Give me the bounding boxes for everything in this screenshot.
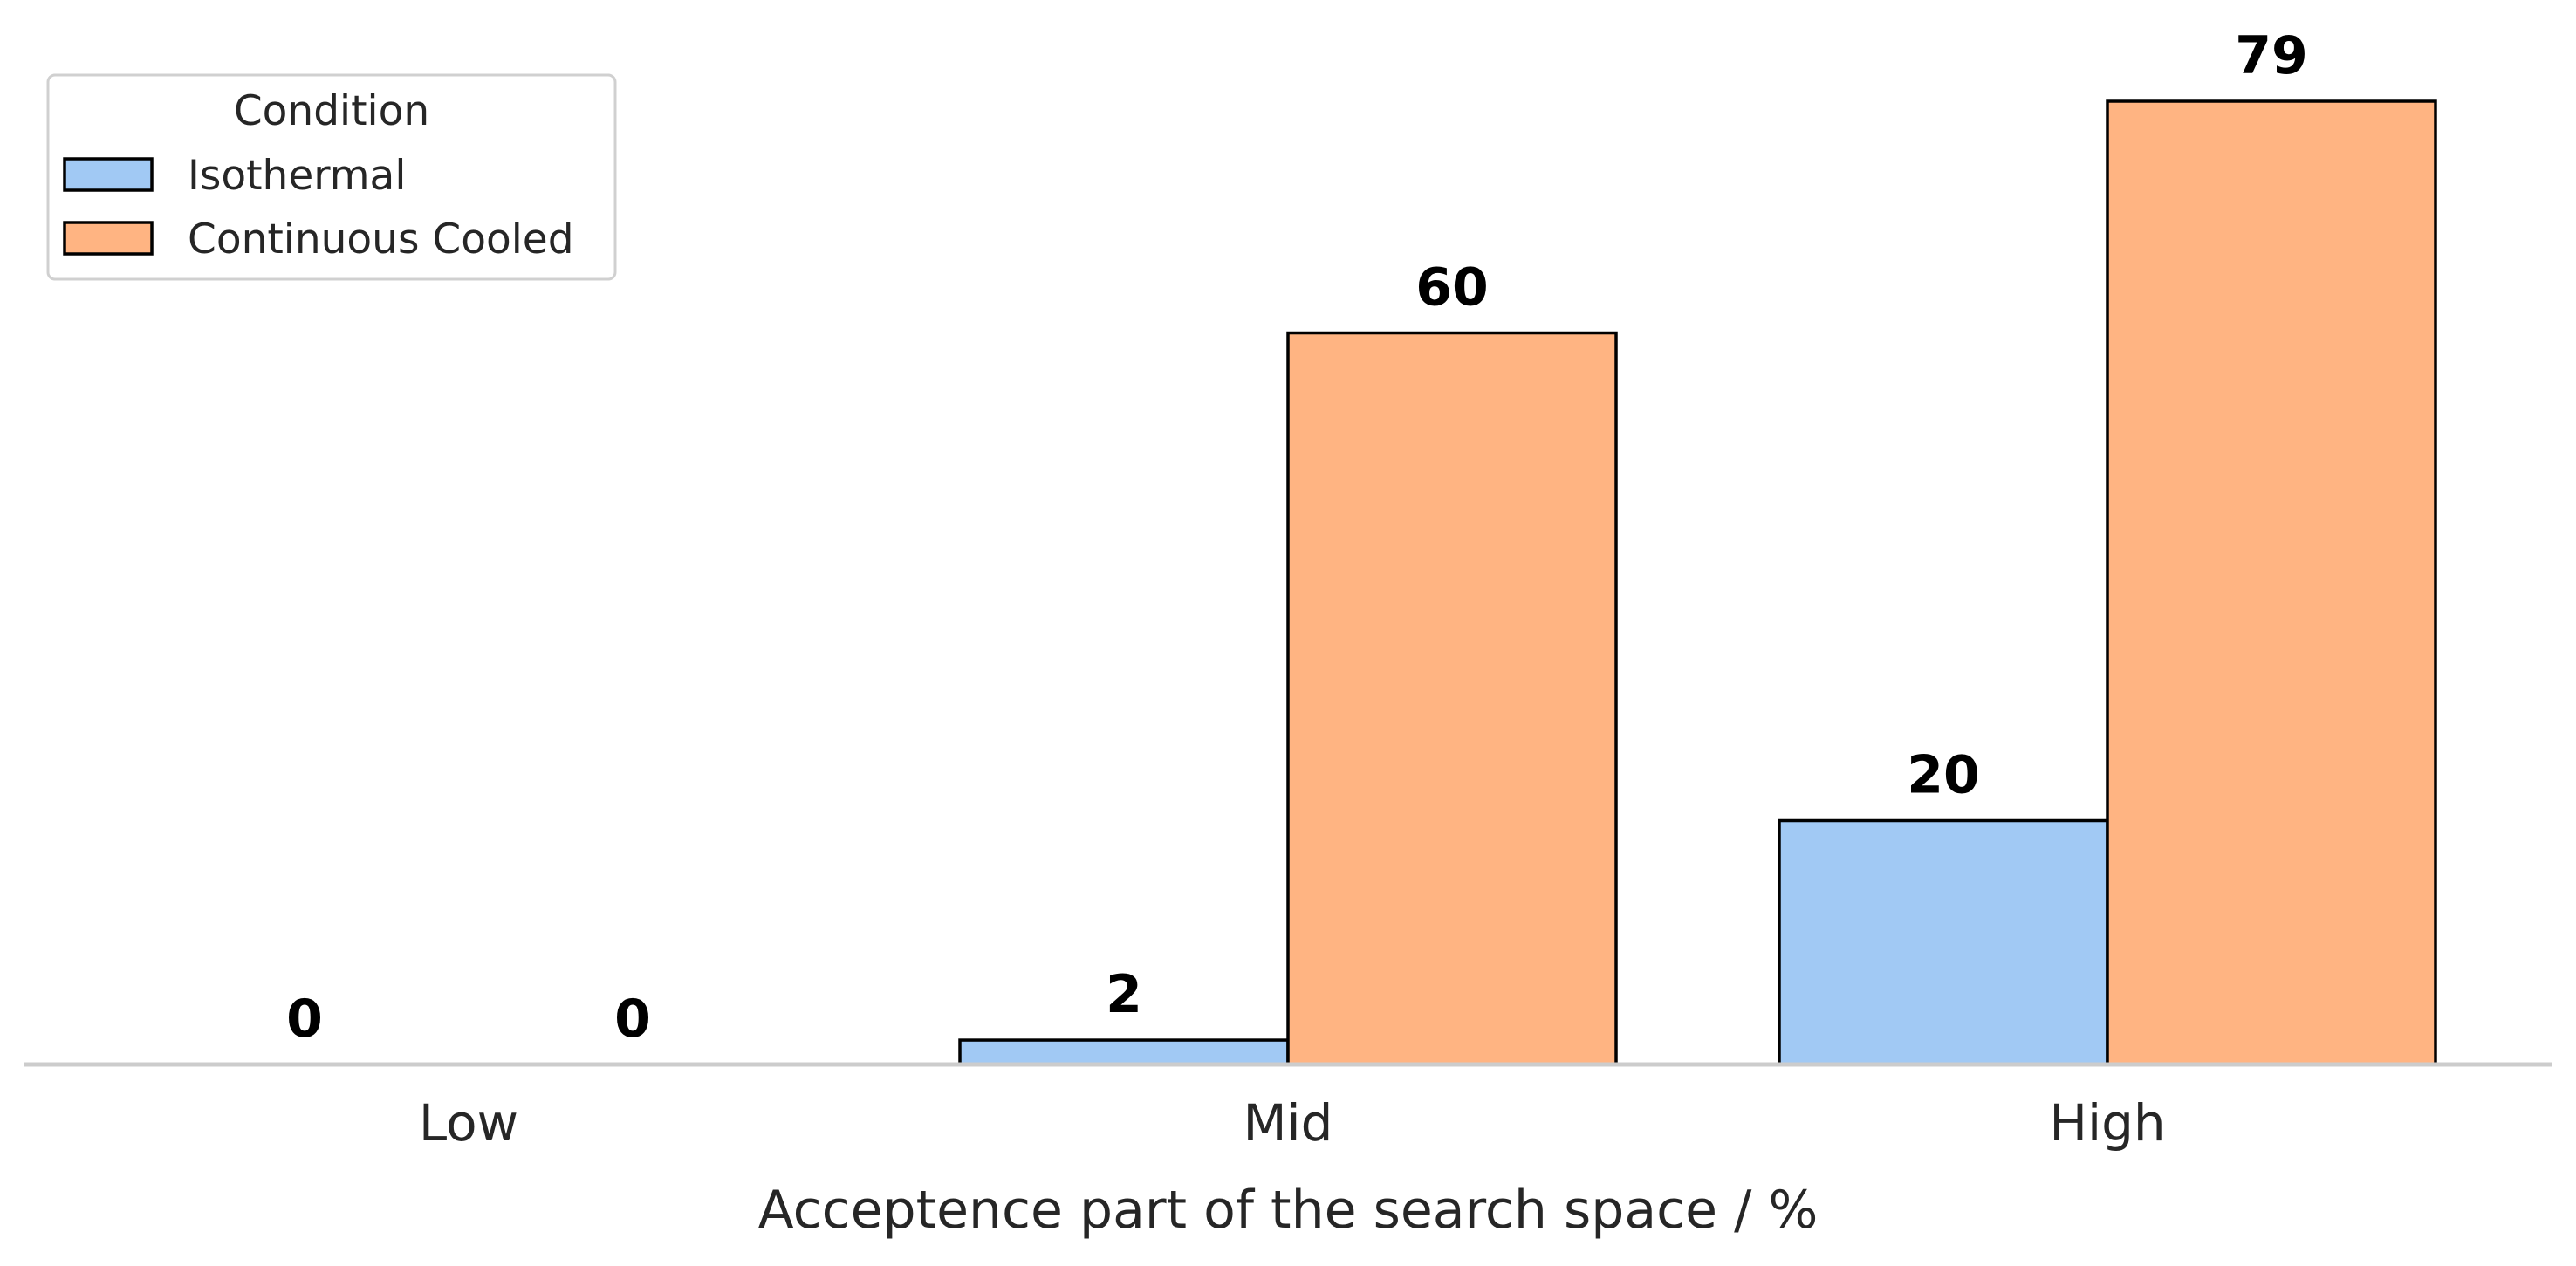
bar-value-label-continuous-cooled-low: 0 [614,989,651,1050]
bars-group [958,99,2437,1066]
bar-labels-group: 0 0 2 60 20 79 [286,25,2308,1050]
bar-value-label-continuous-cooled-mid: 60 [1415,257,1489,318]
legend-swatch-isothermal [63,157,154,192]
legend-items: Isothermal Continuous Cooled [63,152,574,263]
bar-value-label-isothermal-high: 20 [1907,745,1980,806]
bar-continuous-cooled-mid [1286,331,1618,1066]
x-tick-labels: Low Mid High [419,1093,2166,1153]
legend-swatch-continuous-cooled [63,221,154,256]
legend-label-continuous-cooled: Continuous Cooled [188,216,574,263]
x-tick-label-low: Low [419,1093,518,1153]
bar-value-label-isothermal-low: 0 [286,989,323,1050]
legend-label-isothermal: Isothermal [188,152,406,200]
bar-isothermal-mid [958,1038,1290,1066]
x-tick-label-mid: Mid [1243,1093,1333,1153]
legend: Condition Isothermal Continuous Cooled [46,73,617,281]
bar-value-label-continuous-cooled-high: 79 [2235,25,2308,86]
legend-frame [46,73,617,281]
bar-isothermal-high [1778,818,2109,1066]
legend-title: Condition [234,87,429,135]
x-axis-title: Acceptence part of the search space / % [758,1180,1819,1241]
x-tick-label-high: High [2049,1093,2165,1153]
bar-value-label-isothermal-mid: 2 [1106,964,1142,1025]
bar-continuous-cooled-high [2106,99,2437,1066]
